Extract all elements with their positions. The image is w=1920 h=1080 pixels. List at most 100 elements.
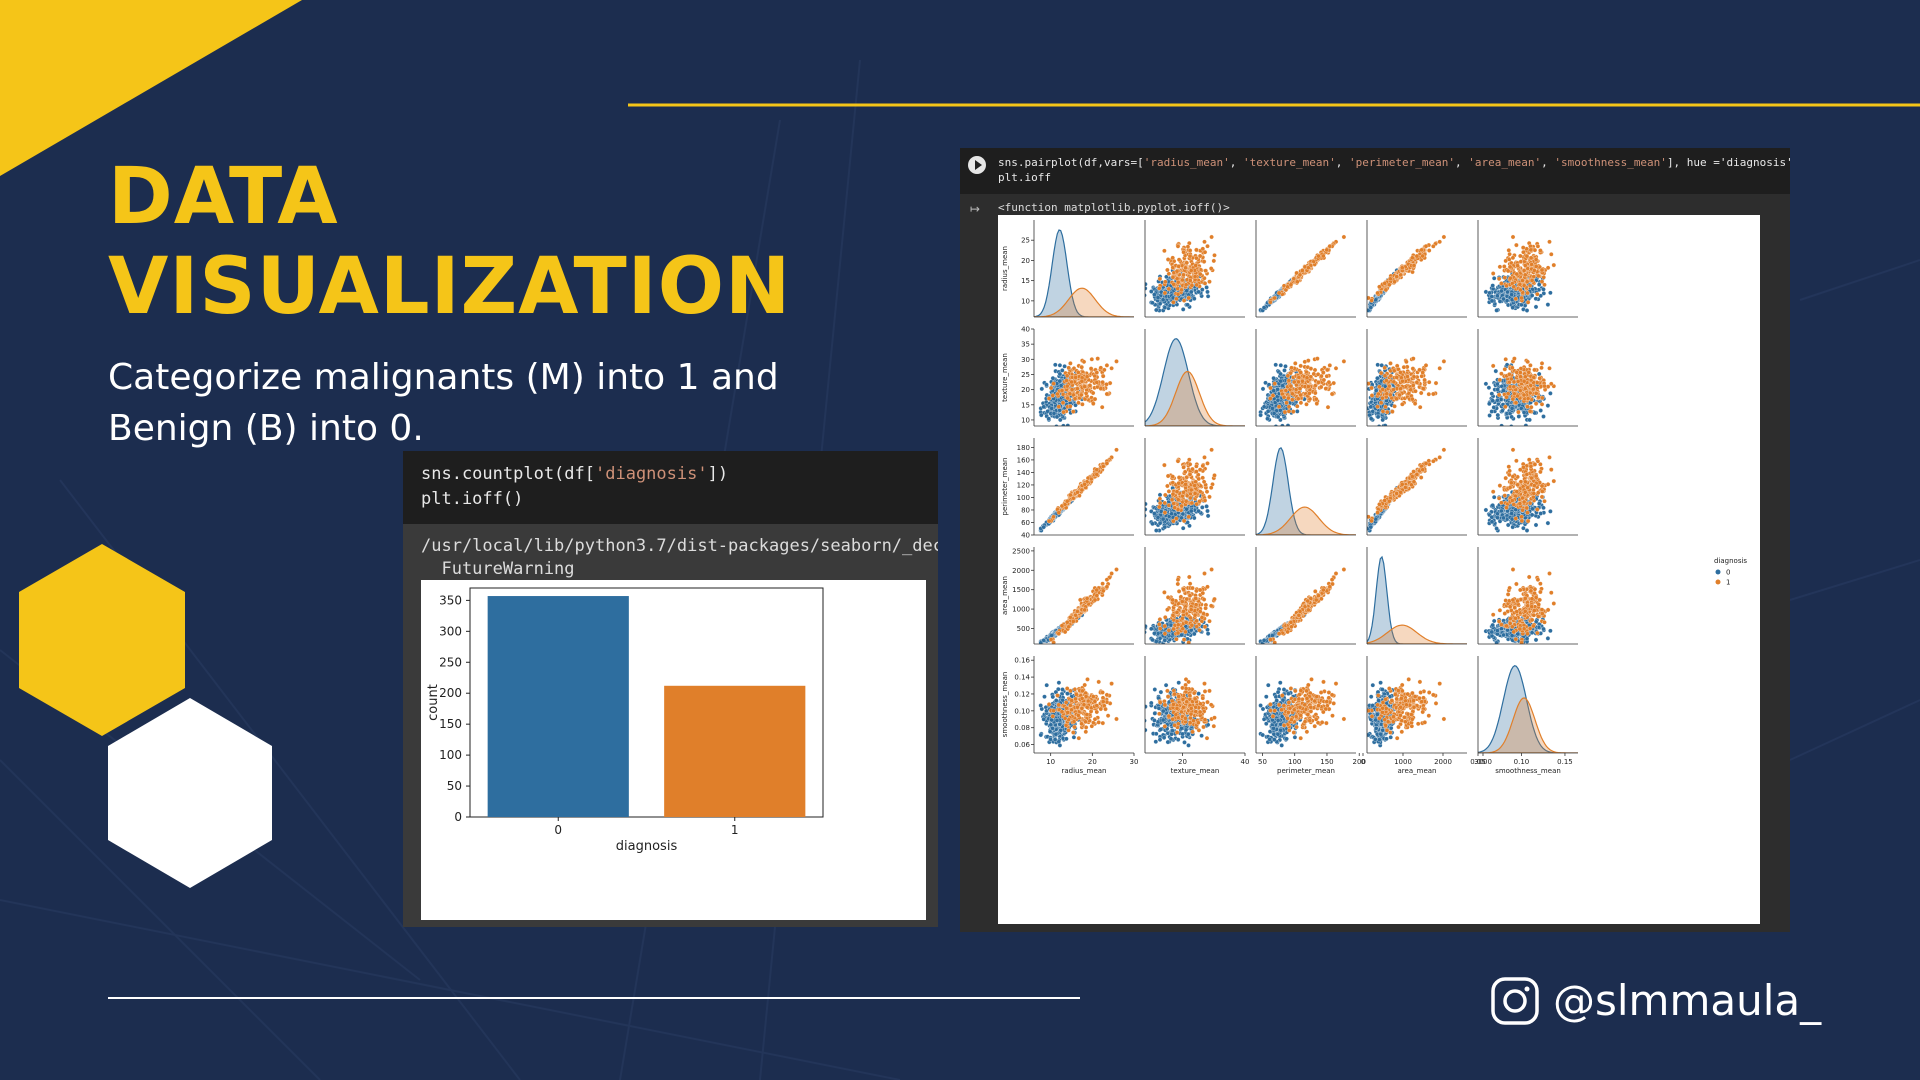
scatter-point-1 <box>1423 363 1429 368</box>
scatter-point-1 <box>1377 284 1382 290</box>
scatter-point-1 <box>1520 278 1525 283</box>
scatter-point-1 <box>1420 253 1425 259</box>
scatter-point-1 <box>1527 283 1533 288</box>
pairplot-code-cell[interactable]: sns.pairplot(df,vars=['radius_mean', 'te… <box>960 148 1790 194</box>
scatter-point-0 <box>1271 411 1277 416</box>
scatter-point-1 <box>1295 396 1301 402</box>
scatter-point-1 <box>1170 255 1175 261</box>
scatter-point-1 <box>1418 390 1424 396</box>
pair-code-var-2: 'texture_mean' <box>1243 156 1336 169</box>
scatter-point-1 <box>1522 272 1528 278</box>
countplot-bar-1 <box>664 685 806 817</box>
scatter-point-1 <box>1496 392 1502 398</box>
run-cell-button[interactable] <box>968 156 986 174</box>
scatter-point-1 <box>1437 239 1442 245</box>
scatter-point-1 <box>1188 278 1193 283</box>
pairplot-panel-radius_mean-vs-radius_mean <box>1033 220 1134 318</box>
scatter-point-0 <box>1060 368 1065 373</box>
code-line-1-pre: sns.countplot(df[ <box>421 464 595 484</box>
scatter-point-1 <box>1517 282 1523 287</box>
scatter-point-1 <box>1390 409 1395 414</box>
scatter-point-0 <box>1373 388 1379 393</box>
scatter-point-1 <box>1528 255 1534 261</box>
scatter-point-1 <box>1422 377 1427 383</box>
scatter-point-1 <box>1533 257 1539 262</box>
scatter-point-1 <box>1410 396 1415 402</box>
scatter-point-1 <box>1181 249 1186 255</box>
scatter-point-1 <box>1523 374 1528 380</box>
scatter-point-1 <box>1525 396 1531 401</box>
scatter-point-1 <box>1306 265 1311 271</box>
scatter-point-1 <box>1321 253 1326 259</box>
scatter-point-1 <box>1398 272 1403 278</box>
scatter-point-1 <box>1397 392 1402 398</box>
scatter-point-1 <box>1382 365 1387 371</box>
scatter-point-1 <box>1497 377 1503 383</box>
scatter-point-0 <box>1053 362 1058 368</box>
scatter-point-0 <box>1509 406 1515 411</box>
scatter-point-1 <box>1419 247 1424 253</box>
scatter-point-1 <box>1506 248 1512 253</box>
scatter-point-1 <box>1545 265 1551 271</box>
scatter-point-1 <box>1288 370 1293 376</box>
scatter-point-1 <box>1284 400 1289 406</box>
scatter-point-1 <box>1533 391 1539 396</box>
scatter-point-1 <box>1162 248 1167 254</box>
scatter-point-1 <box>1516 409 1521 415</box>
scatter-point-1 <box>1084 374 1090 380</box>
scatter-point-1 <box>1073 375 1078 380</box>
scatter-point-1 <box>1304 375 1310 381</box>
scatter-point-1 <box>1157 276 1163 282</box>
scatter-point-1 <box>1405 374 1410 379</box>
scatter-point-1 <box>1314 401 1320 406</box>
scatter-point-1 <box>1293 387 1299 392</box>
scatter-point-1 <box>1433 380 1439 386</box>
pairplot-code: sns.pairplot(df,vars=['radius_mean', 'te… <box>998 155 1790 185</box>
scatter-point-1 <box>1157 286 1162 291</box>
scatter-point-1 <box>1272 381 1277 386</box>
scatter-point-1 <box>1528 363 1533 368</box>
scatter-point-0 <box>1039 412 1044 418</box>
scatter-point-0 <box>1495 387 1500 392</box>
scatter-point-0 <box>1538 408 1543 413</box>
scatter-point-1 <box>1367 381 1371 386</box>
scatter-point-1 <box>1539 365 1544 371</box>
scatter-point-0 <box>1501 296 1506 302</box>
scatter-point-1 <box>1525 404 1530 409</box>
scatter-point-1 <box>1286 404 1292 410</box>
scatter-point-1 <box>1426 379 1432 385</box>
scatter-point-1 <box>1308 374 1314 380</box>
scatter-point-1 <box>1203 268 1208 273</box>
scatter-point-1 <box>1072 396 1078 402</box>
scatter-point-1 <box>1046 396 1052 401</box>
scatter-point-1 <box>1398 386 1403 391</box>
pairplot-panel-texture_mean-vs-smoothness_mean <box>1477 329 1578 427</box>
scatter-point-1 <box>1519 295 1524 301</box>
countplot-code-cell[interactable]: sns.countplot(df['diagnosis']) plt.ioff(… <box>403 451 938 524</box>
scatter-point-0 <box>1545 403 1551 408</box>
scatter-point-1 <box>1499 281 1504 286</box>
scatter-point-1 <box>1547 239 1552 245</box>
scatter-point-1 <box>1502 367 1508 372</box>
scatter-point-0 <box>1490 398 1495 403</box>
countplot-code: sns.countplot(df['diagnosis']) plt.ioff(… <box>421 462 728 512</box>
scatter-point-1 <box>1327 363 1333 368</box>
scatter-point-0 <box>1505 289 1510 295</box>
scatter-point-1 <box>1100 373 1106 379</box>
scatter-point-1 <box>1205 243 1210 249</box>
scatter-point-0 <box>1495 412 1501 418</box>
scatter-point-1 <box>1549 252 1554 257</box>
scatter-point-1 <box>1421 386 1426 391</box>
scatter-point-1 <box>1490 271 1496 276</box>
scatter-point-0 <box>1487 401 1492 407</box>
scatter-point-0 <box>1489 298 1495 304</box>
scatter-point-0 <box>1509 414 1514 420</box>
scatter-point-0 <box>1278 363 1284 368</box>
scatter-point-1 <box>1087 383 1093 388</box>
scatter-point-1 <box>1431 244 1436 249</box>
scatter-point-1 <box>1518 370 1523 375</box>
scatter-point-1 <box>1050 393 1056 398</box>
subtitle-line-1: Categorize malignants (M) into 1 and <box>108 357 779 398</box>
scatter-point-1 <box>1531 375 1537 380</box>
